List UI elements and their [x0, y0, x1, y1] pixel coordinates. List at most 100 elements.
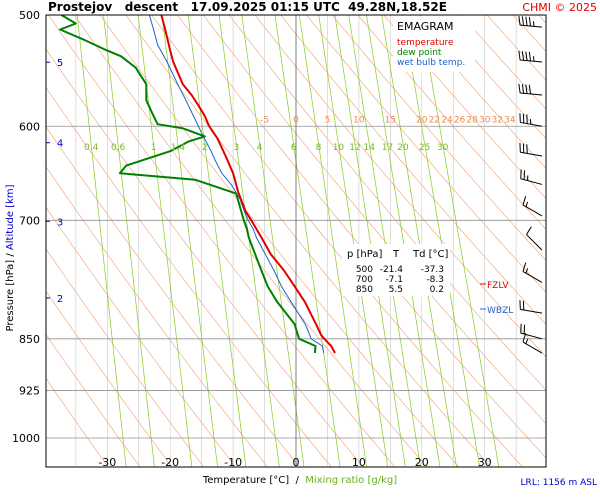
dry-adiabat-line — [46, 48, 364, 467]
dry-adiabat-line — [538, 15, 546, 24]
xlabel-mix: Mixing ratio [g/kg] — [305, 475, 397, 486]
wind-barb-flag — [528, 16, 532, 27]
wind-barb-staff — [520, 178, 543, 185]
legend: EMAGRAM temperature dew point wet bulb t… — [393, 16, 475, 72]
wind-barb — [518, 15, 543, 28]
wind-barb-staff — [520, 151, 543, 157]
dry-adiabat-line — [254, 15, 546, 358]
mixing-ratio-label: 0.4 — [84, 143, 99, 153]
dry-adiabat-label: 28 — [466, 115, 478, 125]
altitude-tick-label: 3 — [57, 217, 63, 228]
dry-adiabat-line — [512, 15, 546, 52]
dry-adiabat-label: 32 — [492, 115, 503, 125]
mixing-ratio-line — [334, 15, 406, 467]
mixing-ratio-label: 2 — [202, 143, 208, 153]
mixing-ratio-line — [274, 15, 341, 467]
wind-barb-flag — [525, 84, 528, 94]
xlabel-separator: / — [289, 475, 305, 486]
pressure-tick-label: 850 — [19, 333, 40, 346]
wind-barb-halfflag — [525, 338, 529, 344]
wind-barb — [519, 113, 543, 127]
dry-adiabat-line — [99, 15, 460, 467]
dry-adiabat-line — [48, 15, 396, 467]
pressure-tick-label: 925 — [19, 384, 40, 397]
temperature-tick-label: 20 — [415, 456, 429, 469]
dry-adiabat-line — [46, 166, 268, 467]
dry-adiabat-line — [46, 248, 205, 467]
dry-adiabat-line — [46, 87, 332, 467]
legend-title: EMAGRAM — [397, 20, 454, 33]
xlabel-temp: Temperature [°C] — [202, 475, 289, 486]
mixing-ratio-label: 1.4 — [171, 143, 186, 153]
mixing-ratio-label: 4 — [257, 143, 263, 153]
mixing-ratio-line — [161, 15, 218, 467]
wind-barb — [520, 323, 543, 340]
wind-barb-flag — [518, 83, 521, 94]
wind-barb-halfflag — [532, 56, 535, 62]
wind-barb — [522, 333, 543, 354]
plot-grid — [46, 0, 600, 468]
wind-barb — [520, 169, 543, 185]
mixing-ratio-line — [419, 15, 500, 467]
dry-adiabat-line — [331, 15, 546, 261]
altitude-tick-label: 2 — [57, 294, 63, 305]
dry-adiabat-line — [280, 15, 546, 325]
wind-barb-halfflag — [525, 268, 529, 274]
mixing-ratio-label: 6 — [291, 143, 297, 153]
dry-adiabat-line — [46, 290, 173, 467]
mixing-ratio-label: 17 — [382, 143, 393, 153]
table-cell-p: 850 — [356, 285, 373, 295]
temperature-tick-label: -30 — [98, 456, 116, 469]
pressure-tick-label: 700 — [19, 214, 40, 227]
wbzl-label: WBZL — [487, 306, 513, 316]
mixing-ratio-label: 12 — [349, 143, 360, 153]
sounding-curves — [59, 15, 336, 354]
mixing-ratio-label: 30 — [437, 143, 449, 153]
dry-adiabat-line — [409, 15, 546, 169]
temperature-tick-label: -20 — [161, 456, 179, 469]
wind-barb-staff — [520, 308, 543, 314]
mixing-ratio-line — [402, 15, 480, 467]
mixing-ratio-label: 14 — [364, 143, 376, 153]
table-box — [342, 244, 450, 296]
table-cell-td: -8.3 — [426, 275, 444, 285]
mixing-ratio-label: 0.6 — [111, 143, 126, 153]
wind-barb — [518, 83, 543, 96]
wind-barb-flag — [518, 15, 521, 26]
wind-barb-staff — [520, 332, 543, 340]
mixing-ratio-label: 3 — [233, 143, 239, 153]
mixing-ratio-line — [298, 15, 367, 467]
wind-barb-staff — [526, 234, 543, 251]
wind-barb-staff — [520, 24, 543, 28]
wind-barb-halfflag — [525, 201, 529, 207]
dry-adiabat-line — [541, 0, 600, 468]
wind-barb-flag — [522, 262, 527, 272]
table-cell-td: -37.3 — [421, 265, 444, 275]
legend-box — [393, 16, 475, 72]
table-cell-t: -7.1 — [385, 275, 403, 285]
dry-adiabat-line — [73, 15, 428, 467]
mixing-ratio-line — [187, 15, 247, 467]
dry-adiabat-label: 10 — [353, 115, 365, 125]
dry-adiabat-line — [435, 15, 546, 139]
dry-adiabat-line — [383, 15, 546, 200]
wind-barb-staff — [522, 341, 543, 354]
pressure-tick-label: 1000 — [12, 432, 40, 445]
fzlv-label: FZLV — [487, 281, 509, 291]
wind-barb — [519, 300, 543, 314]
dry-adiabat-label: 26 — [454, 115, 466, 125]
wind-barb-flag — [521, 16, 525, 26]
mixing-ratio-line — [241, 15, 305, 467]
svg-text:Pressure [hPa] / Altitude [km]: Pressure [hPa] / Altitude [km] — [5, 184, 16, 331]
dewpoint-curve — [59, 15, 317, 354]
altitude-tick-label: 4 — [57, 139, 63, 150]
wind-barb-halfflag — [532, 21, 535, 27]
altitude-tick-label: 5 — [57, 58, 63, 69]
dry-adiabat-label: 30 — [479, 115, 491, 125]
ylabel-altitude: Altitude [km] — [5, 184, 16, 250]
mixing-ratio-line — [76, 15, 127, 467]
wind-barb-flag — [522, 196, 527, 206]
wetbulb-curve — [148, 15, 325, 354]
pressure-tick-label: 500 — [19, 9, 40, 22]
